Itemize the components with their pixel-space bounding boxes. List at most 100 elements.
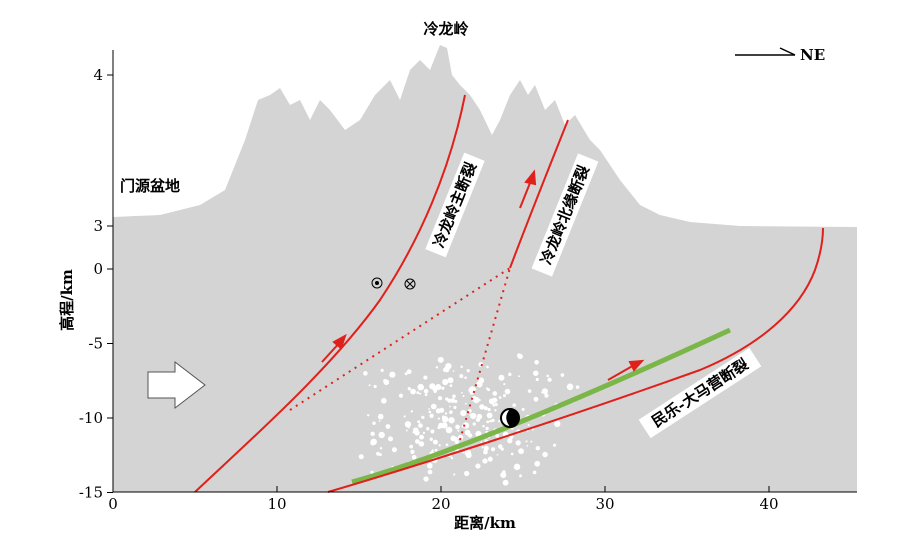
- quake: [496, 453, 499, 456]
- quake: [535, 445, 541, 451]
- quake: [385, 424, 391, 429]
- quake: [447, 377, 454, 384]
- quake: [488, 398, 495, 405]
- quake: [495, 434, 500, 438]
- quake: [432, 439, 438, 445]
- quake: [485, 426, 489, 431]
- topography: [113, 45, 857, 492]
- quake: [418, 423, 423, 428]
- quake: [533, 396, 539, 402]
- quake: [503, 383, 506, 386]
- y-tick-label: 3: [93, 217, 103, 235]
- quake: [494, 409, 497, 412]
- quake: [541, 388, 548, 395]
- quake: [447, 427, 451, 430]
- quake: [378, 420, 381, 422]
- quake: [389, 371, 396, 378]
- quake: [460, 365, 463, 369]
- quake: [498, 374, 505, 381]
- quake: [473, 396, 480, 404]
- quake: [367, 414, 370, 417]
- quake: [435, 384, 442, 391]
- quake: [464, 449, 471, 456]
- quake: [459, 374, 464, 379]
- quake: [480, 441, 483, 444]
- quake: [464, 376, 467, 379]
- quake: [452, 370, 455, 372]
- quake: [449, 410, 453, 414]
- quake: [461, 392, 463, 394]
- quake: [404, 421, 412, 428]
- quake: [489, 419, 492, 423]
- quake: [412, 428, 415, 431]
- quake: [368, 384, 371, 387]
- quake: [560, 373, 565, 377]
- quake: [453, 473, 456, 476]
- slip-symbols: [371, 277, 416, 290]
- quake: [410, 388, 416, 395]
- quake: [519, 474, 522, 478]
- quake: [470, 412, 477, 420]
- quake: [491, 418, 495, 423]
- quake: [437, 396, 443, 401]
- x-tick-label: 30: [595, 495, 614, 513]
- quake: [405, 429, 408, 432]
- quake: [410, 410, 413, 413]
- quake: [516, 442, 520, 445]
- label-bg: [531, 153, 599, 277]
- quake: [508, 372, 512, 377]
- push-arrow: [147, 360, 206, 410]
- quake: [487, 407, 490, 410]
- quake: [513, 463, 521, 471]
- quake: [518, 375, 520, 378]
- y-tick-label: -15: [79, 484, 103, 502]
- quake: [406, 369, 412, 375]
- label-bg: [638, 347, 762, 439]
- quake: [438, 422, 444, 429]
- quake: [534, 359, 539, 365]
- title: 冷龙岭: [423, 20, 468, 38]
- quake: [428, 410, 432, 414]
- quake: [409, 444, 414, 449]
- quake: [492, 391, 498, 396]
- quake: [447, 398, 452, 403]
- quake: [445, 443, 449, 447]
- quake: [398, 393, 404, 398]
- quake: [457, 429, 460, 432]
- quake: [542, 451, 548, 458]
- quake: [554, 420, 561, 428]
- quake: [462, 451, 465, 454]
- green-zone: [351, 327, 732, 485]
- quake: [442, 378, 449, 386]
- quake: [490, 447, 496, 452]
- quake: [423, 375, 428, 380]
- quake: [481, 446, 484, 449]
- quake: [430, 429, 435, 434]
- quake: [464, 402, 467, 405]
- quake: [450, 456, 454, 460]
- quake: [525, 440, 528, 443]
- quake: [518, 448, 524, 455]
- focal-mechanism: [500, 408, 520, 428]
- quake: [441, 386, 445, 390]
- quake: [575, 385, 580, 389]
- quake: [566, 383, 574, 391]
- quake: [442, 415, 446, 419]
- quake: [547, 377, 552, 382]
- quake: [380, 368, 384, 372]
- quake: [417, 420, 421, 424]
- y-axis-label: 高程/km: [58, 269, 76, 331]
- quake: [411, 455, 417, 460]
- quake: [452, 394, 456, 399]
- quake: [457, 434, 464, 441]
- quake: [391, 447, 398, 453]
- quake: [507, 438, 513, 444]
- quake: [431, 449, 434, 452]
- quake: [473, 387, 477, 391]
- quake: [535, 377, 539, 382]
- quake: [486, 365, 489, 369]
- quake: [462, 395, 465, 398]
- quake: [502, 479, 509, 486]
- quake: [483, 445, 489, 451]
